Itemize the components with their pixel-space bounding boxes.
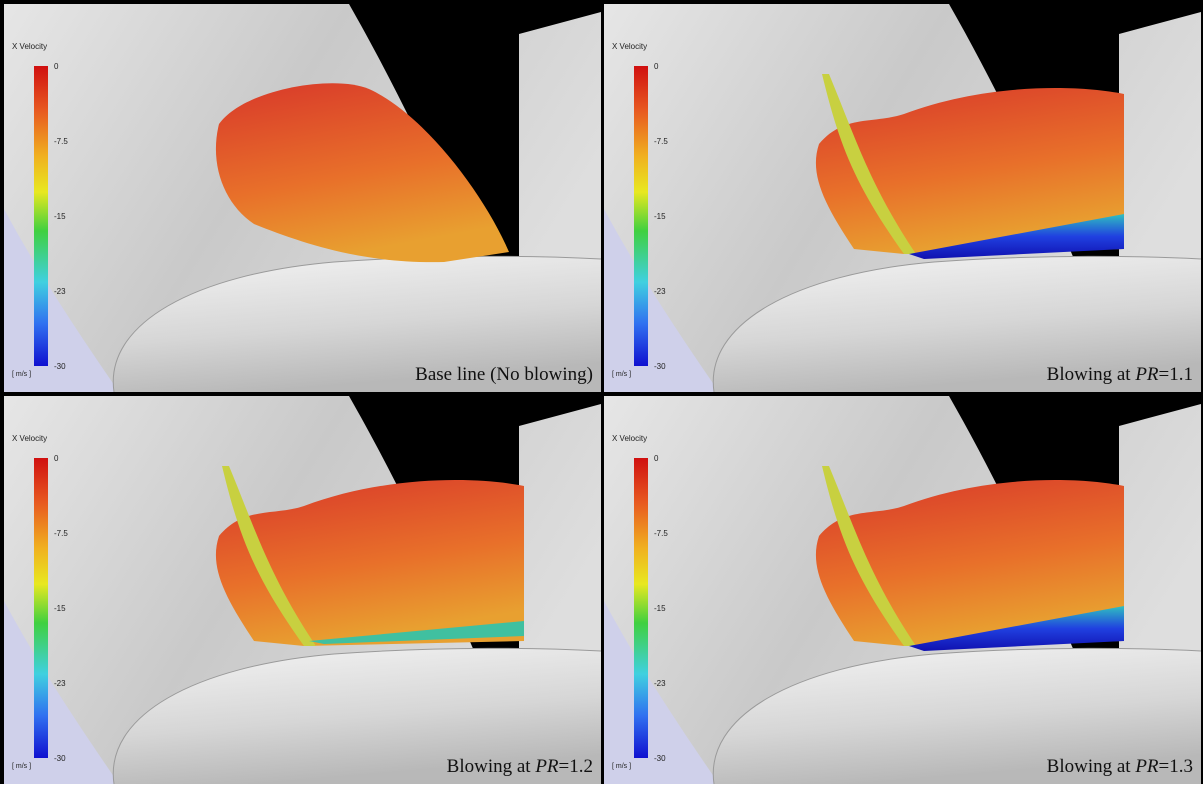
legend-tick: -7.5	[54, 137, 68, 146]
colorbar	[634, 458, 648, 758]
legend-tick: -23	[654, 679, 666, 688]
panel: X Velocity 0 -7.5 -15 -23 -30 [ m/s ] Base line…	[4, 4, 601, 392]
caption-part: =1.1	[1159, 364, 1193, 385]
colorbar	[34, 458, 48, 758]
legend-unit: [ m/s ]	[612, 371, 631, 378]
legend-tick: -7.5	[54, 529, 68, 538]
legend-title: X Velocity	[12, 42, 47, 51]
legend-tick: 0	[54, 62, 59, 71]
caption-part: =1.2	[559, 756, 593, 777]
legend-tick: -23	[654, 287, 666, 296]
legend-tick: -15	[654, 212, 666, 221]
caption-part: PR	[534, 756, 559, 777]
legend-unit: [ m/s ]	[612, 763, 631, 770]
legend-tick: -7.5	[654, 529, 668, 538]
legend-unit: [ m/s ]	[12, 763, 31, 770]
colorbar	[634, 66, 648, 366]
caption: Base line (No blowing)	[415, 364, 593, 385]
legend-tick: -30	[54, 754, 66, 763]
caption-part: PR	[1134, 364, 1159, 385]
legend-tick: 0	[654, 62, 659, 71]
legend-tick: -23	[54, 679, 66, 688]
legend-tick: -7.5	[654, 137, 668, 146]
caption-part: =1.3	[1159, 756, 1193, 777]
caption: Blowing at PR=1.1	[1047, 364, 1193, 385]
panel: X Velocity 0 -7.5 -15 -23 -30 [ m/s ] Blowing a…	[604, 396, 1201, 784]
legend-title: X Velocity	[612, 42, 647, 51]
caption: Blowing at PR=1.3	[1047, 756, 1193, 777]
legend-tick: -30	[654, 362, 666, 371]
legend-tick: -15	[54, 604, 66, 613]
legend-tick: -15	[54, 212, 66, 221]
figure: X Velocity 0 -7.5 -15 -23 -30 [ m/s ] Base line…	[0, 0, 1203, 784]
panel: X Velocity 0 -7.5 -15 -23 -30 [ m/s ] Blowing a…	[604, 4, 1201, 392]
legend-unit: [ m/s ]	[12, 371, 31, 378]
legend-tick: -15	[654, 604, 666, 613]
legend-tick: -23	[54, 287, 66, 296]
caption-part: PR	[1134, 756, 1159, 777]
caption-part: Base line (No blowing)	[415, 364, 593, 385]
caption: Blowing at PR=1.2	[447, 756, 593, 777]
legend-tick: -30	[654, 754, 666, 763]
legend-tick: 0	[654, 454, 659, 463]
colorbar	[34, 66, 48, 366]
panel: X Velocity 0 -7.5 -15 -23 -30 [ m/s ] Blowing a…	[4, 396, 601, 784]
caption-part: Blowing at	[447, 756, 536, 777]
caption-part: Blowing at	[1047, 756, 1136, 777]
legend-title: X Velocity	[612, 434, 647, 443]
legend-tick: 0	[54, 454, 59, 463]
legend-tick: -30	[54, 362, 66, 371]
legend-title: X Velocity	[12, 434, 47, 443]
caption-part: Blowing at	[1047, 364, 1136, 385]
